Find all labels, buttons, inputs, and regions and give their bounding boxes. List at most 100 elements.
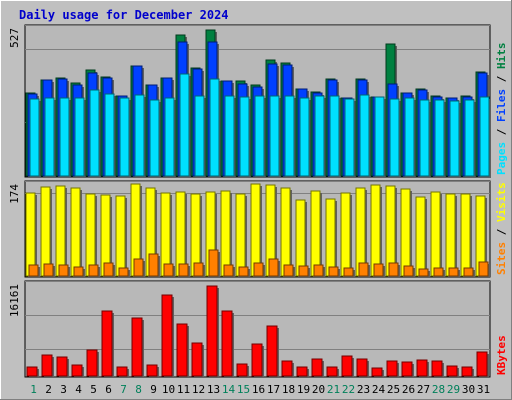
x-tick-label-day: 3 (60, 383, 67, 396)
x-tick-label-day: 1 (30, 383, 37, 396)
bar-pages-day-31-dec (479, 96, 490, 177)
bar-kbytes-day-29 (446, 365, 458, 377)
bar-visits-day-28 (430, 191, 441, 277)
bar-sites-day-3 (58, 264, 69, 277)
bar-kbytes-day-18 (281, 360, 293, 377)
bar-kbytes-day-26 (401, 361, 413, 377)
bar-pages-day-4-dec (74, 97, 85, 177)
x-tick-label-day: 19 (297, 383, 310, 396)
bar-kbytes-day-11 (176, 323, 188, 377)
bar-kbytes-day-15 (236, 363, 248, 377)
bar-visits-day-21 (325, 198, 336, 277)
bar-sites-day-13 (208, 249, 219, 277)
bar-visits-day-16 (250, 183, 261, 277)
bar-pages-day-17-dec (269, 95, 280, 177)
bar-sites-day-9 (148, 253, 159, 277)
bar-pages-day-8-dec (134, 94, 145, 177)
x-tick-label-day: 28 (432, 383, 445, 396)
bar-kbytes-day-5 (86, 349, 98, 377)
bar-sites-day-24 (373, 263, 384, 277)
bar-sites-day-28 (433, 267, 444, 277)
bar-visits-day-29 (445, 193, 456, 277)
panel-kbytes: 16161 KBytes (8, 280, 508, 378)
bar-sites-day-18 (283, 264, 294, 277)
x-tick-label-day: 15 (237, 383, 250, 396)
bar-pages-day-24-dec (374, 96, 385, 177)
bar-kbytes-day-10 (161, 294, 173, 377)
bar-pages-day-25-dec (389, 98, 400, 177)
bar-pages-day-5-dec (89, 89, 100, 177)
bar-sites-day-20 (313, 264, 324, 277)
bar-pages-day-27-dec (419, 99, 430, 177)
bar-pages-day-18-dec (284, 95, 295, 177)
bar-pages-day-16-dec (254, 95, 265, 177)
bar-kbytes-day-13 (206, 285, 218, 377)
bar-kbytes-day-28 (431, 360, 443, 377)
bar-pages-day-13-dec (209, 78, 220, 177)
bar-kbytes-day-16 (251, 343, 263, 377)
bar-visits-day-14 (220, 190, 231, 277)
bar-sites-day-7 (118, 267, 129, 277)
bar-visits-day-15 (235, 193, 246, 277)
bar-sites-day-6 (103, 262, 114, 277)
legend-entry-visits: Visits (495, 182, 508, 222)
bar-kbytes-day-25 (386, 360, 398, 377)
x-tick-label-day: 7 (120, 383, 127, 396)
bar-visits-day-5 (85, 193, 96, 277)
panel-hits-files-pages: 527 Pages / Files / Hits (8, 24, 508, 178)
bar-kbytes-day-30 (461, 366, 473, 377)
bar-pages-day-12-dec (194, 95, 205, 177)
legend-sites-visits: Sites / Visits (495, 182, 508, 275)
legend-text: KBytes (495, 335, 508, 375)
bar-kbytes-day-12 (191, 342, 203, 377)
x-tick-label-day: 13 (207, 383, 220, 396)
bar-pages-day-1-dec (29, 98, 40, 177)
bar-sites-day-23 (358, 262, 369, 277)
legend-text: Pages / Files / Hits (495, 43, 508, 176)
bar-kbytes-day-3 (56, 356, 68, 377)
y-axis-max-label: 527 (8, 28, 21, 48)
bar-kbytes-day-8 (131, 317, 143, 377)
bar-pages-day-19-dec (299, 97, 310, 177)
x-tick-label-day: 6 (105, 383, 112, 396)
x-tick-label-day: 4 (75, 383, 82, 396)
bar-pages-day-29-dec (449, 100, 460, 177)
bar-kbytes-day-21 (326, 366, 338, 377)
panel-sites-visits: 174 Sites / Visits (8, 180, 508, 278)
bar-kbytes-day-20 (311, 358, 323, 377)
bar-pages-day-20-dec (314, 95, 325, 177)
bar-sites-day-8 (133, 258, 144, 277)
bar-sites-day-17 (268, 258, 279, 277)
x-tick-label-day: 29 (447, 383, 460, 396)
bar-kbytes-day-9 (146, 364, 158, 377)
bar-pages-day-26-dec (404, 97, 415, 177)
bar-sites-day-26 (403, 265, 414, 277)
legend-kbytes: KBytes (495, 335, 508, 375)
x-tick-label-day: 30 (462, 383, 475, 396)
legend-entry-hits: Hits (495, 43, 508, 70)
bar-kbytes-day-7 (116, 366, 128, 377)
bar-kbytes-day-2 (41, 354, 53, 377)
x-axis-day-labels: 1 2 3 4 5 6 7 8 9 10 11 12 13 14 15 16 17 18 19 20 21 22 23 24 2… (30, 383, 490, 396)
x-tick-label-day: 24 (372, 383, 386, 396)
bar-sites-day-11 (178, 263, 189, 277)
legend-separator: / (495, 222, 508, 242)
bar-kbytes-day-19 (296, 366, 308, 377)
bar-kbytes-day-1 (26, 366, 38, 377)
x-tick-label-day: 12 (192, 383, 205, 396)
legend-entry-sites: Sites (495, 242, 508, 275)
x-tick-label-day: 27 (417, 383, 430, 396)
bar-pages-day-23-dec (359, 94, 370, 177)
bar-sites-day-22 (343, 267, 354, 277)
bar-visits-day-7 (115, 195, 126, 277)
bar-kbytes-day-22 (341, 355, 353, 377)
bar-kbytes-day-27 (416, 359, 428, 377)
y-axis-max-label: 16161 (8, 284, 21, 317)
y-axis-max-label: 174 (8, 184, 21, 204)
bar-kbytes-day-17 (266, 325, 278, 377)
bar-pages-day-14-dec (224, 95, 235, 177)
bar-pages-day-3-dec (59, 97, 70, 177)
bar-visits-day-1 (25, 192, 36, 277)
bar-visits-day-24 (370, 184, 381, 277)
